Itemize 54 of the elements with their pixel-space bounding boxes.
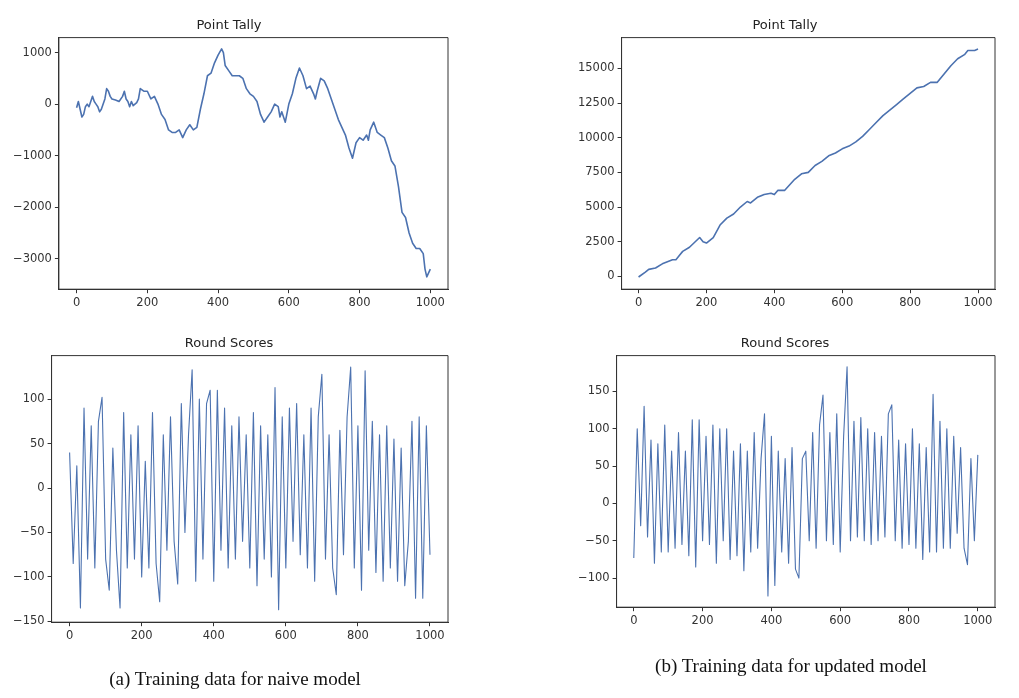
x-tick-label: 1000 [963, 613, 993, 628]
x-tick-label: 800 [348, 295, 371, 310]
chart-title: Round Scores [184, 335, 274, 351]
x-tick-label: 1000 [963, 295, 993, 310]
y-tick-label: 100 [587, 420, 610, 435]
x-tick-label: 600 [829, 613, 852, 628]
x-tick-label: 600 [277, 295, 300, 310]
y-tick-label: −50 [585, 532, 610, 547]
y-tick-label: 0 [44, 96, 52, 111]
x-tick-label: 0 [65, 628, 74, 643]
x-tick-label: 400 [763, 295, 786, 310]
y-tick-label: −3000 [13, 250, 52, 265]
y-tick-label: 12500 [577, 95, 615, 110]
y-tick-label: −100 [12, 568, 45, 583]
y-tick-label: 7500 [585, 164, 615, 179]
y-tick-label: −2000 [13, 199, 52, 214]
text: (a) Training data for naive model [108, 668, 362, 690]
text: (b) Training data for updated model [654, 655, 928, 677]
y-tick-label: 0 [607, 268, 615, 283]
x-tick-label: 800 [899, 295, 922, 310]
x-tick-label: 800 [346, 628, 369, 643]
x-tick-label: 1000 [415, 295, 445, 310]
y-tick-label: 0 [602, 495, 610, 510]
x-tick-label: 200 [130, 628, 153, 643]
x-tick-label: 0 [72, 295, 81, 310]
y-tick-label: 2500 [585, 233, 615, 248]
chart-title: Point Tally [196, 17, 262, 33]
y-tick-label: 50 [29, 435, 45, 450]
x-tick-label: 1000 [415, 628, 445, 643]
y-tick-label: −50 [20, 524, 45, 539]
y-tick-label: −150 [12, 613, 45, 628]
y-tick-label: 1000 [22, 44, 52, 59]
x-tick-label: 0 [634, 295, 643, 310]
y-tick-label: 15000 [577, 60, 615, 75]
y-tick-label: −100 [577, 570, 610, 585]
y-tick-label: −1000 [13, 147, 52, 162]
y-tick-label: 5000 [585, 199, 615, 214]
chart-title: Round Scores [740, 335, 830, 351]
x-tick-label: 400 [207, 295, 230, 310]
x-tick-label: 600 [831, 295, 854, 310]
x-tick-label: 400 [202, 628, 225, 643]
x-tick-label: 600 [274, 628, 297, 643]
y-tick-label: 50 [594, 458, 610, 473]
x-tick-label: 200 [695, 295, 718, 310]
chart-title: Point Tally [752, 17, 818, 33]
x-tick-label: 200 [136, 295, 159, 310]
x-tick-label: 800 [898, 613, 920, 628]
x-tick-label: 400 [760, 613, 783, 628]
x-tick-label: 200 [691, 613, 714, 628]
y-tick-label: 10000 [577, 129, 615, 144]
y-tick-label: 100 [22, 391, 45, 406]
y-tick-label: 150 [587, 383, 610, 398]
y-tick-label: 0 [37, 480, 45, 494]
x-tick-label: 0 [630, 613, 638, 628]
